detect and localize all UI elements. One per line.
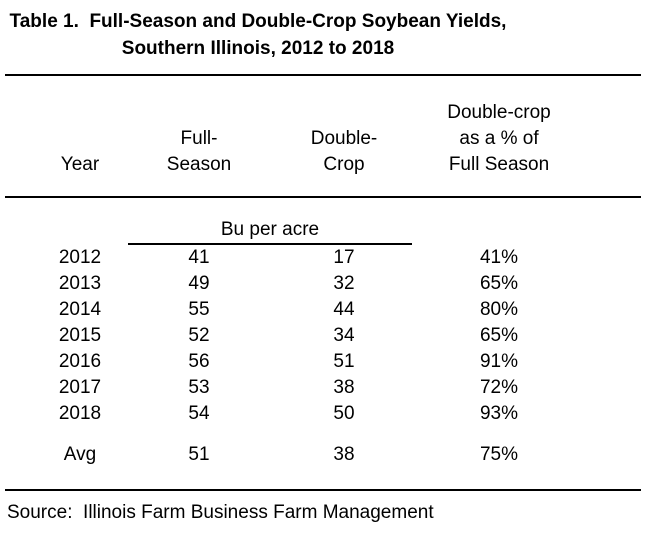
avg-label: Avg: [63, 444, 97, 465]
cell-full-season: 54: [188, 403, 210, 424]
cell-pct: 72%: [479, 377, 519, 398]
col-header-year-line: Year: [60, 154, 100, 175]
col-header-double-crop-line2: Crop: [323, 154, 365, 175]
cell-full-season: 55: [188, 299, 210, 320]
cell-year: 2018: [58, 403, 102, 424]
source-note: Source: Illinois Farm Business Farm Mana…: [7, 502, 434, 523]
avg-row: Avg 51 38 75%: [10, 442, 558, 468]
unit-label-bu-per-acre: Bu per acre: [128, 217, 412, 245]
cell-double-crop: 50: [333, 403, 355, 424]
cell-full-season: 41: [188, 247, 210, 268]
cell-double-crop: 32: [333, 273, 355, 294]
col-header-full-season: Full- Season: [150, 126, 248, 178]
cell-full-season: 49: [188, 273, 210, 294]
cell-pct: 93%: [479, 403, 519, 424]
avg-double-crop: 38: [333, 444, 355, 465]
col-header-double-crop: Double- Crop: [248, 126, 440, 178]
cell-year: 2013: [58, 273, 102, 294]
table-title-line1: Table 1. Full-Season and Double-Crop Soy…: [9, 11, 507, 32]
cell-full-season: 53: [188, 377, 210, 398]
header-divider-rule: [5, 196, 641, 198]
cell-year: 2014: [58, 299, 102, 320]
cell-double-crop: 34: [333, 325, 355, 346]
footer-divider-rule: [5, 489, 641, 491]
cell-double-crop: 44: [333, 299, 355, 320]
cell-pct: 80%: [479, 299, 519, 320]
cell-year: 2012: [58, 247, 102, 268]
col-header-year: Year: [10, 152, 150, 178]
cell-pct: 91%: [479, 351, 519, 372]
cell-pct: 41%: [479, 247, 519, 268]
table-title: Table 1. Full-Season and Double-Crop Soy…: [0, 8, 516, 62]
cell-full-season: 52: [188, 325, 210, 346]
cell-double-crop: 38: [333, 377, 355, 398]
col-header-pct-line3: Full Season: [448, 154, 550, 175]
col-header-full-season-line1: Full-: [180, 128, 218, 149]
cell-double-crop: 17: [333, 247, 355, 268]
cell-year: 2015: [58, 325, 102, 346]
avg-full-season: 51: [188, 444, 210, 465]
column-header-row: Year Full- Season Double- Crop Double-cr…: [10, 100, 558, 178]
col-header-pct-line2: as a % of: [459, 128, 539, 149]
avg-pct: 75%: [479, 444, 519, 465]
col-header-pct-of-full-season: Double-crop as a % of Full Season: [440, 100, 558, 178]
table-title-line2: Southern Illinois, 2012 to 2018: [121, 38, 395, 59]
cell-double-crop: 51: [333, 351, 355, 372]
table-body: 2012 41 17 41% 2013 49 32 65% 2014 55 44…: [10, 245, 558, 427]
cell-pct: 65%: [479, 273, 519, 294]
cell-full-season: 56: [188, 351, 210, 372]
title-divider-rule: [5, 74, 641, 76]
col-header-pct-line1: Double-crop: [447, 102, 551, 123]
col-header-double-crop-line1: Double-: [310, 128, 378, 149]
cell-pct: 65%: [479, 325, 519, 346]
cell-year: 2016: [58, 351, 102, 372]
col-header-full-season-line2: Season: [166, 154, 232, 175]
cell-year: 2017: [58, 377, 102, 398]
